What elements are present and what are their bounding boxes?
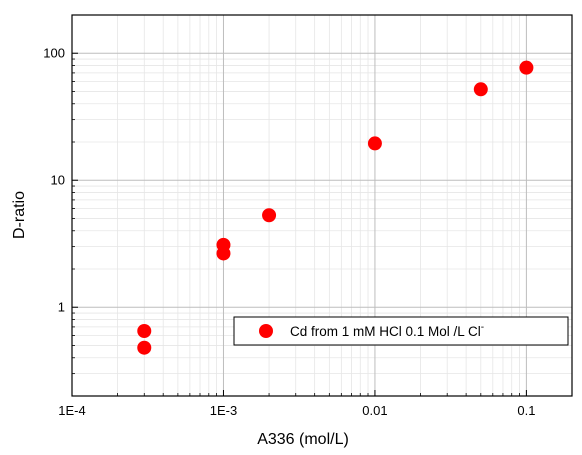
legend-box <box>233 316 569 346</box>
legend-label-text: Cd from 1 mM HCl 0.1 Mol /L Cl <box>290 324 481 339</box>
plot-frame <box>71 14 573 397</box>
data-points <box>137 60 534 355</box>
x-tick-label: 0.01 <box>362 403 387 418</box>
y-axis-label: D-ratio <box>11 191 28 239</box>
x-tick-label: 1E-3 <box>210 403 237 418</box>
legend-marker <box>259 324 273 338</box>
y-tick-label: 10 <box>51 173 65 188</box>
axis-ticks <box>71 14 573 397</box>
legend-label-superscript: - <box>481 322 484 333</box>
data-point <box>367 136 382 151</box>
data-point <box>519 60 534 75</box>
x-tick-label: 1E-4 <box>58 403 85 418</box>
tick-labels: 1E-4 1E-3 0.01 0.1 1 10 100 <box>43 46 535 418</box>
legend-label: Cd from 1 mM HCl 0.1 Mol /L Cl- <box>290 322 484 339</box>
data-point <box>137 323 152 338</box>
data-point <box>137 340 152 355</box>
x-axis-label: A336 (mol/L) <box>257 431 349 448</box>
legend: Cd from 1 mM HCl 0.1 Mol /L Cl- <box>233 316 569 346</box>
data-point <box>262 208 277 223</box>
y-tick-label: 100 <box>43 46 65 61</box>
x-tick-label: 0.1 <box>517 403 535 418</box>
data-point <box>473 82 488 97</box>
y-tick-label: 1 <box>58 300 65 315</box>
data-point <box>216 237 231 252</box>
